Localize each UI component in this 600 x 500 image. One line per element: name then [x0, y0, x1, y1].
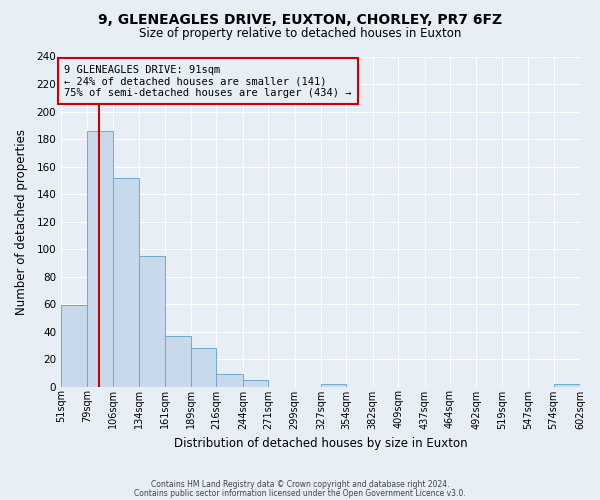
X-axis label: Distribution of detached houses by size in Euxton: Distribution of detached houses by size … [173, 437, 467, 450]
Bar [113, 178, 139, 386]
Bar [217, 374, 243, 386]
Bar [88, 131, 113, 386]
Y-axis label: Number of detached properties: Number of detached properties [15, 128, 28, 314]
Text: Contains public sector information licensed under the Open Government Licence v3: Contains public sector information licen… [134, 488, 466, 498]
Text: 9 GLENEAGLES DRIVE: 91sqm
← 24% of detached houses are smaller (141)
75% of semi: 9 GLENEAGLES DRIVE: 91sqm ← 24% of detac… [64, 64, 351, 98]
Text: Size of property relative to detached houses in Euxton: Size of property relative to detached ho… [139, 28, 461, 40]
Bar [61, 306, 88, 386]
Bar [164, 336, 191, 386]
Text: Contains HM Land Registry data © Crown copyright and database right 2024.: Contains HM Land Registry data © Crown c… [151, 480, 449, 489]
Bar [139, 256, 164, 386]
Bar [321, 384, 346, 386]
Bar [243, 380, 268, 386]
Bar [191, 348, 217, 387]
Text: 9, GLENEAGLES DRIVE, EUXTON, CHORLEY, PR7 6FZ: 9, GLENEAGLES DRIVE, EUXTON, CHORLEY, PR… [98, 12, 502, 26]
Bar [554, 384, 580, 386]
